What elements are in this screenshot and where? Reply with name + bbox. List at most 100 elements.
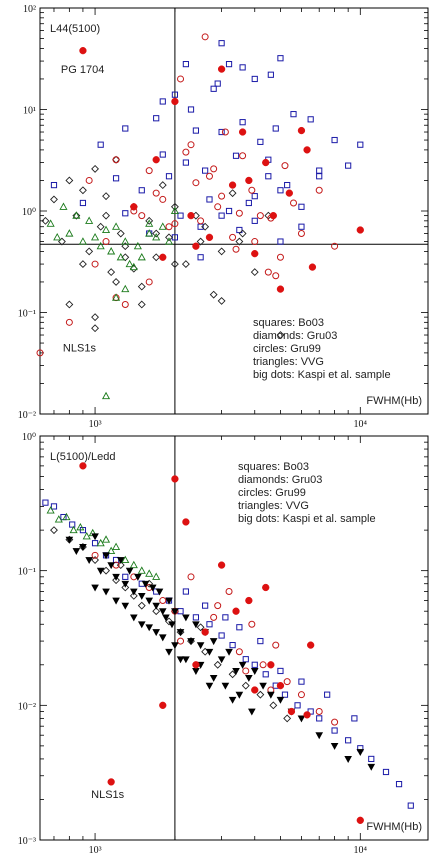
circle-marker xyxy=(91,260,99,268)
diamond-marker xyxy=(152,229,161,238)
top-panel-luminosity-vs-fwhm: 10³ 10⁴ 10⁻² 10⁻¹ 10⁰ 10¹ 10² L44(5100) PG 1704 N… xyxy=(18,4,429,430)
square-marker xyxy=(345,737,352,744)
triangle-marker xyxy=(129,262,138,271)
triangle-marker xyxy=(76,522,85,531)
y-tick-label: 10⁰ xyxy=(22,207,36,218)
circle-marker xyxy=(165,223,173,231)
diamond-marker xyxy=(213,660,222,669)
diamond-marker xyxy=(217,247,226,256)
down-triangle-marker xyxy=(209,638,218,646)
down-triangle-marker xyxy=(205,682,214,690)
triangle-marker xyxy=(121,555,130,564)
square-marker xyxy=(251,217,258,224)
legend-entry: squares: Bo03 xyxy=(238,461,309,473)
down-triangle-marker xyxy=(228,696,237,704)
diamond-marker xyxy=(250,268,259,277)
legend-entry: diamonds: Gru03 xyxy=(253,330,337,342)
down-triangle-marker xyxy=(134,573,142,581)
triangle-marker xyxy=(65,229,74,237)
down-triangle-marker xyxy=(315,732,324,740)
square-marker xyxy=(316,173,323,180)
circle-marker xyxy=(297,230,305,238)
triangle-marker xyxy=(125,259,134,268)
down-triangle-marker xyxy=(267,691,275,699)
diamond-marker xyxy=(276,331,285,339)
down-triangle-marker xyxy=(107,562,115,570)
diamond-marker xyxy=(112,576,121,585)
square-marker xyxy=(277,187,284,194)
dot-marker xyxy=(152,156,160,164)
diamond-marker xyxy=(152,607,161,616)
diamond-marker xyxy=(165,233,173,242)
circle-marker xyxy=(331,242,339,250)
diamond-marker xyxy=(112,278,121,286)
dot-marker xyxy=(192,661,200,669)
dot-marker xyxy=(251,686,259,694)
square-marker xyxy=(69,521,76,528)
down-triangle-marker xyxy=(125,567,134,575)
triangle-marker xyxy=(96,241,105,250)
down-triangle-marker xyxy=(171,608,179,616)
square-marker xyxy=(277,667,284,675)
diamond-marker xyxy=(241,681,250,690)
y-tick-label: 10⁻³ xyxy=(18,836,36,847)
square-marker xyxy=(159,98,166,105)
square-marker xyxy=(159,151,166,158)
square-marker xyxy=(257,138,264,145)
diamond-marker xyxy=(65,176,74,185)
square-marker xyxy=(257,637,264,645)
triangle-marker xyxy=(107,546,116,555)
triangle-marker xyxy=(112,222,121,230)
square-marker xyxy=(138,187,145,194)
diamond-marker xyxy=(78,260,87,269)
square-marker xyxy=(165,173,173,180)
x-axis-label: FWHM(Hb) xyxy=(366,821,422,833)
circle-marker xyxy=(239,152,247,160)
square-marker xyxy=(192,127,200,134)
circle-marker xyxy=(201,33,209,41)
diamond-marker xyxy=(121,253,130,262)
down-triangle-marker xyxy=(182,656,190,664)
dot-marker xyxy=(276,285,285,293)
dot-marker xyxy=(285,189,293,197)
diamond-marker xyxy=(50,195,58,204)
triangle-marker xyxy=(62,512,71,521)
diamond-marker xyxy=(129,591,138,600)
circle-marker xyxy=(121,300,129,308)
circle-marker xyxy=(225,588,233,596)
circle-marker xyxy=(102,238,110,246)
square-marker xyxy=(122,210,129,217)
down-triangle-marker xyxy=(245,674,253,682)
circle-marker xyxy=(315,186,323,194)
diamond-marker xyxy=(91,164,100,173)
square-marker xyxy=(236,624,243,631)
legend-entry: circles: Gru99 xyxy=(238,487,306,499)
diamond-marker xyxy=(85,247,94,256)
square-marker xyxy=(79,199,87,207)
down-triangle-marker xyxy=(96,567,105,575)
circle-marker xyxy=(283,678,291,686)
down-triangle-marker xyxy=(187,638,195,646)
dot-marker xyxy=(107,778,115,786)
square-marker xyxy=(202,602,209,609)
square-marker xyxy=(395,781,403,788)
dot-marker xyxy=(245,176,253,185)
down-triangle-marker xyxy=(330,742,339,750)
diamond-marker xyxy=(196,623,205,632)
circle-marker xyxy=(242,667,250,675)
triangle-marker xyxy=(121,237,130,245)
square-marker xyxy=(277,55,284,62)
square-marker xyxy=(222,614,229,621)
diamond-marker xyxy=(102,192,110,201)
x-axis-label: FWHM(Hb) xyxy=(366,395,422,407)
circle-marker xyxy=(214,203,222,211)
down-triangle-marker xyxy=(250,668,259,675)
triangle-marker xyxy=(101,391,111,400)
square-marker xyxy=(229,642,236,649)
down-triangle-marker xyxy=(221,682,230,690)
legend-entry: squares: Bo03 xyxy=(253,317,324,329)
square-marker xyxy=(368,755,375,763)
square-marker xyxy=(267,71,274,78)
square-marker xyxy=(251,75,258,83)
triangle-marker xyxy=(78,237,87,245)
